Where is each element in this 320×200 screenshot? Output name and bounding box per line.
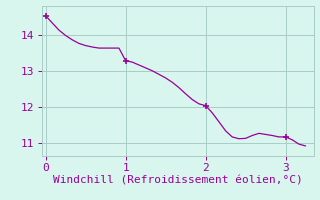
X-axis label: Windchill (Refroidissement éolien,°C): Windchill (Refroidissement éolien,°C) [53,176,302,186]
